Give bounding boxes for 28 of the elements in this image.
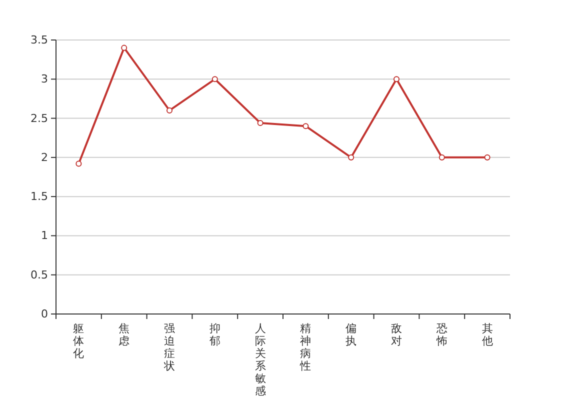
point [257,120,264,126]
x-tick-label: 躯体化 [73,322,84,360]
y-tick-label: 3 [41,72,48,86]
point [484,154,490,160]
y-tick-label: 3.5 [30,34,48,47]
x-tick-label: 强迫症状 [163,322,175,372]
x-tick-label: 偏执 [346,322,357,348]
x-tick-label: 精神病性 [299,322,312,372]
y-tick-label: 0 [41,308,48,321]
point [76,160,82,167]
point [348,154,354,160]
y-tick-label: 2.5 [30,112,48,125]
x-tick-label: 抑郁 [209,322,220,348]
point [302,123,309,130]
x-tick-label: 人际关系敏感 [254,322,266,398]
point [121,44,128,51]
point [393,76,400,82]
y-tick-label: 1.5 [30,190,48,204]
point [212,76,218,82]
point [166,107,173,114]
x-tick-label: 焦虑 [118,322,130,348]
y-tick-label: 2 [41,150,48,164]
x-tick-label: 敌对 [391,322,402,348]
x-tick-label: 其他 [482,322,493,348]
x-tick-label: 恐怖 [435,322,448,348]
y-tick-label: 0.5 [30,268,48,282]
point [438,154,445,160]
y-tick-label: 1 [41,229,48,242]
